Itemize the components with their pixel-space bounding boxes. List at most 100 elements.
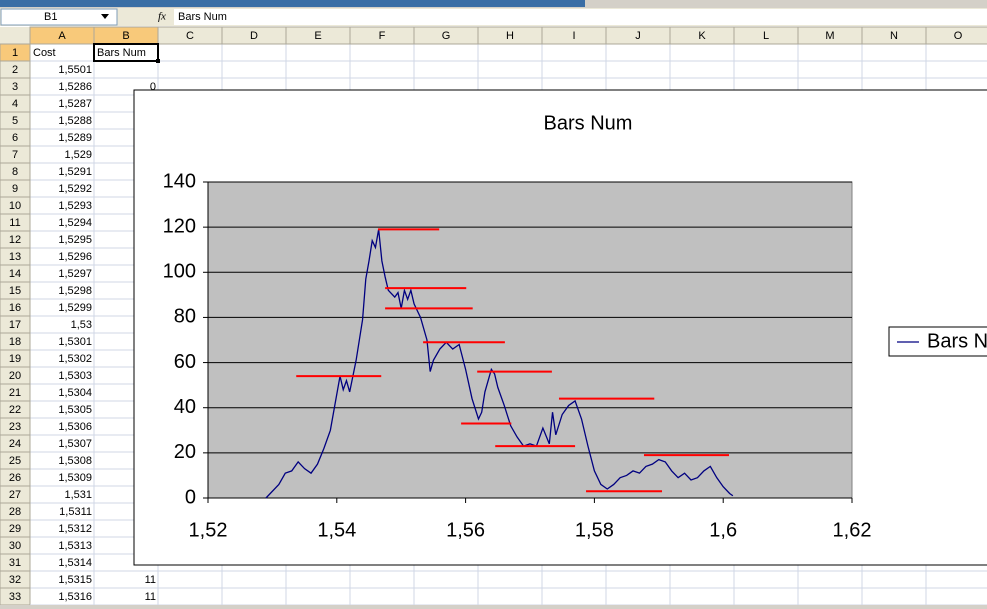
cell-a[interactable]: 1,5291 (58, 166, 92, 178)
row-number: 22 (9, 404, 21, 416)
row-number: 13 (9, 251, 21, 263)
column-header-label: D (250, 30, 258, 42)
row-number: 27 (9, 489, 21, 501)
chart-title: Bars Num (544, 112, 633, 134)
cell-a[interactable]: 1,529 (64, 149, 92, 161)
row-number: 9 (12, 183, 18, 195)
row-number: 7 (12, 149, 18, 161)
row-number: 10 (9, 200, 21, 212)
row-number: 15 (9, 285, 21, 297)
formula-input[interactable] (174, 9, 987, 25)
y-tick-label: 100 (163, 261, 196, 283)
cell-a[interactable]: 1,5301 (58, 336, 92, 348)
cell-a[interactable]: 1,5315 (58, 574, 92, 586)
column-header-label: A (58, 30, 66, 42)
y-tick-label: 80 (174, 306, 196, 328)
cell-a[interactable]: 1,5296 (58, 251, 92, 263)
sheet-tabs (0, 605, 987, 609)
row-number: 4 (12, 98, 18, 110)
row-number: 18 (9, 336, 21, 348)
row-number: 25 (9, 455, 21, 467)
formula-text: Bars Num (178, 11, 227, 23)
column-header-label: K (698, 30, 706, 42)
cell-a[interactable]: 1,5303 (58, 370, 92, 382)
cell-a[interactable]: 1,5297 (58, 268, 92, 280)
row-number: 8 (12, 166, 18, 178)
cell-b[interactable]: 0 (150, 81, 156, 93)
row-number: 16 (9, 302, 21, 314)
cell-a[interactable]: 1,5306 (58, 421, 92, 433)
name-box-dropdown[interactable] (101, 14, 109, 19)
row-number: 21 (9, 387, 21, 399)
cell-a[interactable]: 1,5312 (58, 523, 92, 535)
cell-a[interactable]: 1,531 (64, 489, 92, 501)
cell-a[interactable]: 1,5286 (58, 81, 92, 93)
cell-a[interactable]: 1,53 (71, 319, 92, 331)
column-header-label: E (314, 30, 321, 42)
column-header-label: I (572, 30, 575, 42)
column-header-label: J (635, 30, 641, 42)
cell-a[interactable]: 1,5307 (58, 438, 92, 450)
cell-a[interactable]: 1,5311 (59, 506, 92, 518)
column-header-label: B (122, 30, 129, 42)
cell-a[interactable]: 1,5501 (58, 64, 92, 76)
cell-b[interactable]: 11 (145, 574, 156, 586)
cell-a[interactable]: 1,5302 (58, 353, 92, 365)
column-header-label: C (186, 30, 194, 42)
cell-a[interactable]: 1,5313 (58, 540, 92, 552)
row-number: 26 (9, 472, 21, 484)
column-header-label: M (825, 30, 834, 42)
cell-a[interactable]: 1,5314 (58, 557, 92, 569)
cell-a[interactable]: 1,5288 (58, 115, 92, 127)
column-header-label: G (442, 30, 451, 42)
row-number: 2 (12, 64, 18, 76)
chart[interactable]: Bars Num 0 20 40 60 80 100 120 140 1,52 1,54 1,56 1,… (133, 89, 987, 566)
cell-a[interactable]: 1,5298 (58, 285, 92, 297)
cell-a[interactable]: 1,5294 (58, 217, 92, 229)
column-header[interactable] (925, 26, 987, 45)
y-tick-label: 60 (174, 351, 196, 373)
cell-a[interactable]: 1,5295 (58, 234, 92, 246)
column-header-label: N (890, 30, 898, 42)
legend-label: Bars Num (927, 330, 987, 352)
cell-a[interactable]: 1,5304 (58, 387, 92, 399)
cell-a[interactable]: 1,5293 (58, 200, 92, 212)
row-number: 32 (9, 574, 21, 586)
fx-icon[interactable]: fx (158, 11, 166, 23)
column-header-label: H (506, 30, 514, 42)
y-tick-label: 140 (163, 170, 196, 192)
y-tick-label: 120 (163, 215, 196, 237)
cell-a[interactable]: 1,5289 (58, 132, 92, 144)
y-tick-label: 20 (174, 441, 196, 463)
row-number: 6 (12, 132, 18, 144)
x-tick-label: 1,54 (317, 519, 356, 541)
x-tick-label: 1,6 (709, 519, 737, 541)
name-box-text: B1 (44, 11, 57, 23)
column-header-label: F (379, 30, 386, 42)
cell-a[interactable]: 1,5316 (58, 591, 92, 603)
x-tick-label: 1,62 (833, 519, 872, 541)
toolbar-strip (0, 0, 585, 7)
fill-handle (156, 59, 160, 63)
row-number: 3 (12, 81, 18, 93)
cell-a[interactable]: 1,5308 (58, 455, 92, 467)
series-line (265, 229, 734, 499)
selected-cell (93, 43, 159, 62)
cell-a[interactable]: 1,5309 (58, 472, 92, 484)
cell-b[interactable]: 11 (145, 591, 156, 603)
row-number: 19 (9, 353, 21, 365)
cell-a[interactable]: 1,5299 (58, 302, 92, 314)
cell-b[interactable]: Bars Num (97, 47, 146, 59)
x-tick-label: 1,58 (575, 519, 614, 541)
name-box[interactable] (0, 8, 118, 26)
row-number: 33 (9, 591, 21, 603)
cell-a[interactable]: 1,5305 (58, 404, 92, 416)
y-tick-label: 40 (174, 396, 196, 418)
cell-a[interactable]: Cost (33, 47, 56, 59)
row-number: 12 (9, 234, 21, 246)
cell-a[interactable]: 1,5287 (58, 98, 92, 110)
row-number: 23 (9, 421, 21, 433)
cell-a[interactable]: 1,5292 (58, 183, 92, 195)
